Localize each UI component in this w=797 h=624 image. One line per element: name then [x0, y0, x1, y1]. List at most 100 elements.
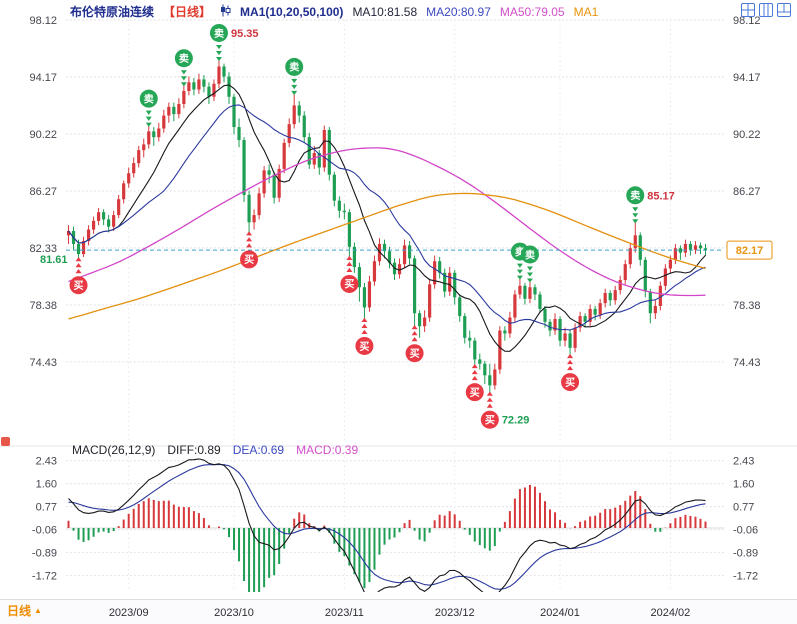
svg-text:74.43: 74.43	[29, 357, 57, 369]
svg-text:2.43: 2.43	[733, 456, 754, 468]
sell-signal: 卖	[139, 89, 158, 127]
ma10-value: MA10:81.58	[352, 4, 418, 19]
svg-text:94.17: 94.17	[733, 72, 761, 84]
svg-text:1.60: 1.60	[733, 479, 754, 491]
macd-value: MACD:0.39	[296, 443, 359, 457]
candles	[66, 59, 708, 393]
signal-price-label: 95.35	[231, 28, 259, 40]
tab-arrow-icon: ▲	[34, 605, 42, 615]
diff-line	[68, 458, 706, 592]
svg-text:-0.89: -0.89	[733, 548, 758, 560]
chart-toolbar	[741, 3, 791, 17]
svg-text:1.60: 1.60	[36, 479, 57, 491]
buy-signal: 买	[465, 363, 484, 402]
signal-price-label: 85.17	[647, 190, 675, 202]
svg-text:卖: 卖	[630, 189, 640, 202]
svg-text:82.33: 82.33	[29, 243, 57, 255]
svg-text:82.17: 82.17	[736, 245, 764, 257]
svg-text:买: 买	[470, 387, 480, 399]
svg-text:买: 买	[344, 279, 354, 291]
dea-value: DEA:0.69	[232, 443, 285, 457]
svg-text:2024/01: 2024/01	[540, 607, 580, 619]
svg-text:卖: 卖	[525, 248, 535, 261]
svg-text:买: 买	[485, 415, 495, 427]
svg-text:90.22: 90.22	[733, 129, 761, 141]
svg-text:0.77: 0.77	[733, 502, 754, 514]
diff-value: DIFF:0.89	[167, 443, 221, 457]
svg-text:卖: 卖	[515, 245, 525, 258]
bottom-bar	[0, 599, 797, 624]
svg-text:卖: 卖	[214, 27, 224, 40]
svg-text:0.77: 0.77	[36, 502, 57, 514]
svg-text:90.22: 90.22	[29, 129, 57, 141]
buy-signal: 买	[561, 353, 580, 392]
buy-signal: 买	[405, 325, 424, 363]
svg-text:78.38: 78.38	[733, 300, 761, 312]
svg-text:2023/12: 2023/12	[435, 607, 475, 619]
sell-signal: 卖 85.17	[626, 186, 675, 224]
symbol-title: 布伦特原油连续	[70, 5, 155, 19]
grid-and-axes: 98.12 98.12 94.17 94.17 90.22 90.22 86.27 86.27…	[29, 15, 760, 619]
ma20-value: MA20:80.97	[426, 4, 491, 19]
layout-columns-icon[interactable]	[759, 3, 773, 17]
svg-text:买: 买	[359, 341, 369, 353]
ma100-value: MA1	[573, 4, 599, 19]
sell-signal: 卖	[285, 57, 304, 96]
buy-signal: 买 72.29	[480, 391, 530, 429]
buy-signal: 买	[340, 255, 359, 293]
macd-params-label: MACD(26,12,9)	[72, 443, 156, 457]
svg-text:86.27: 86.27	[733, 186, 761, 198]
sell-signal: 卖	[520, 245, 539, 283]
macd-panel	[66, 458, 724, 592]
period-tag: 【日线】	[163, 5, 212, 19]
layout-grid-icon[interactable]	[741, 3, 755, 17]
signal-price-label: 81.61	[40, 254, 68, 266]
macd-header: MACD(26,12,9) DIFF:0.89 DEA:0.69 MACD:0.…	[72, 443, 358, 457]
svg-text:买: 买	[565, 377, 575, 389]
ma10-line	[68, 84, 706, 352]
panel-indicator-icon[interactable]	[1, 437, 10, 446]
sell-signal: 卖	[174, 49, 193, 87]
svg-text:买: 买	[244, 254, 254, 266]
svg-text:-1.72: -1.72	[32, 571, 57, 583]
ma100-line	[68, 192, 706, 320]
buy-signal: 买	[240, 231, 259, 269]
svg-text:卖: 卖	[289, 61, 299, 74]
ma20-line	[68, 104, 706, 331]
svg-text:2023/10: 2023/10	[214, 607, 254, 619]
svg-text:2023/09: 2023/09	[109, 607, 149, 619]
svg-text:86.27: 86.27	[29, 186, 57, 198]
buy-signal: 买	[355, 317, 374, 355]
svg-text:74.43: 74.43	[733, 357, 761, 369]
layout-panes-icon[interactable]	[777, 3, 791, 17]
ma-settings-label: MA1(10,20,50,100)	[240, 4, 344, 19]
svg-text:78.38: 78.38	[29, 300, 57, 312]
chart-header: 布伦特原油连续 【日线】 MA1(10,20,50,100) MA10:81.5…	[70, 3, 598, 20]
svg-text:2.43: 2.43	[36, 456, 57, 468]
candlestick-icon	[220, 4, 231, 20]
buy-signal: 买 81.61	[40, 254, 88, 295]
svg-text:98.12: 98.12	[29, 15, 57, 27]
svg-text:卖: 卖	[144, 92, 154, 105]
sell-signal: 卖 95.35	[209, 23, 259, 62]
svg-text:买: 买	[74, 280, 84, 292]
svg-text:-1.72: -1.72	[733, 571, 758, 583]
svg-text:2024/02: 2024/02	[651, 607, 691, 619]
svg-text:-0.06: -0.06	[733, 525, 758, 537]
ma50-value: MA50:79.05	[499, 4, 565, 19]
dea-line	[68, 463, 706, 590]
signal-price-label: 72.29	[502, 415, 530, 427]
svg-text:-0.89: -0.89	[32, 548, 57, 560]
period-tab-label: 日线	[7, 604, 32, 618]
svg-text:-0.06: -0.06	[32, 525, 57, 537]
period-tab[interactable]: 日线 ▲	[7, 602, 42, 619]
svg-text:94.17: 94.17	[29, 72, 57, 84]
svg-text:卖: 卖	[179, 52, 189, 65]
svg-text:98.12: 98.12	[733, 15, 761, 27]
last-price-tag: 82.17	[726, 240, 773, 260]
svg-text:2023/11: 2023/11	[325, 607, 364, 619]
svg-text:买: 买	[410, 348, 420, 360]
ma50-line	[68, 147, 706, 297]
